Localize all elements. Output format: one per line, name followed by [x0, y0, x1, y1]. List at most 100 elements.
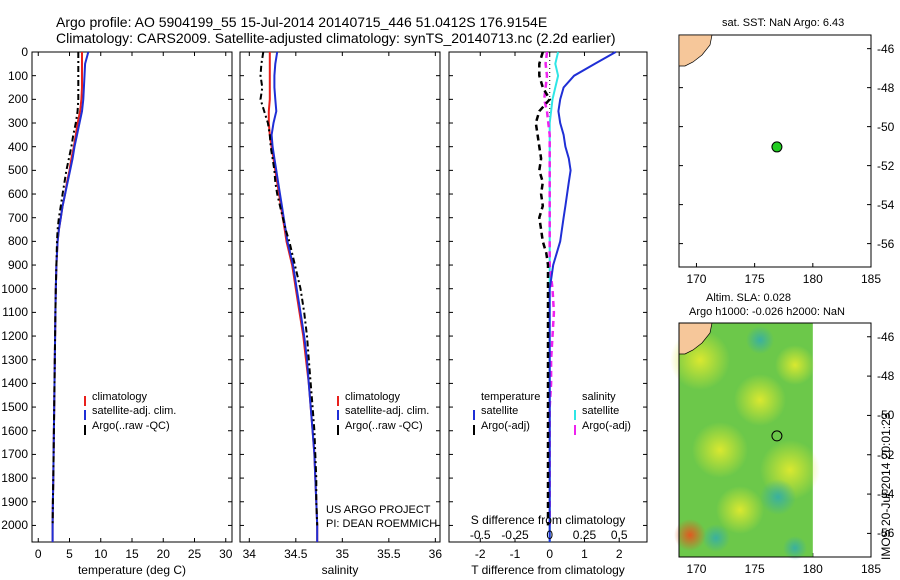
x-tick-label: 36: [428, 547, 443, 561]
legend-argo-label: Argo(..raw -QC): [92, 420, 170, 432]
x-tick-label: 34: [242, 547, 256, 561]
depth-tick-label: 2000: [1, 518, 28, 533]
depth-tick-label: 1000: [1, 281, 28, 296]
legend3-salinity-title: salinity: [582, 391, 616, 403]
credit-project: US ARGO PROJECT: [326, 504, 431, 516]
map-lon-label: 170: [686, 272, 707, 286]
sla-low-patch: [760, 479, 796, 515]
map-lat-label: -54: [877, 487, 895, 502]
depth-tick-label: 300: [7, 116, 28, 130]
legend3-temperature-title: temperature: [481, 391, 541, 403]
legend3-sal-satellite-label: satellite: [582, 405, 620, 417]
legend3-temp-argo-label: Argo(-adj): [481, 420, 530, 432]
x-tick-label: 15: [125, 547, 139, 561]
legend2-argo-label: Argo(..raw -QC): [345, 420, 423, 432]
map-lat-label: -46: [877, 41, 895, 56]
x-tick-label: -1: [509, 547, 521, 561]
land-coast: [678, 34, 713, 67]
map-lat-label: -50: [877, 408, 895, 423]
sla-high-patch: [716, 486, 764, 534]
depth-tick-label: 500: [7, 163, 28, 178]
sla-map-title-1: Altim. SLA: 0.028: [706, 292, 791, 304]
sla-low-patch: [783, 536, 807, 560]
depth-tick-label: 800: [7, 234, 28, 249]
x-tick-label: 0: [34, 547, 42, 561]
argo-float-marker: [771, 430, 783, 442]
map-lon-label: 175: [744, 272, 765, 286]
x-tick-label: -2: [474, 547, 486, 561]
map-lon-label: 185: [860, 272, 882, 286]
depth-tick-label: 1600: [1, 423, 28, 438]
temperature-satellite-line: [548, 51, 617, 542]
depth-tick-label: 1200: [1, 329, 28, 344]
argo-line: [259, 51, 319, 526]
map-lat-label: -56: [877, 236, 895, 251]
map-lon-label: 175: [744, 562, 765, 576]
argo-float-marker: [771, 141, 783, 153]
x-tick-label: 5: [66, 547, 73, 561]
x-tick-label: 1: [581, 547, 588, 561]
sla-peak-patch: [674, 519, 706, 551]
map-lon-label: 180: [802, 272, 823, 286]
climatology-title: Climatology: CARS2009. Satellite-adjuste…: [56, 30, 616, 46]
x-tick-label: 25: [187, 547, 202, 561]
sla-low-patch: [746, 326, 774, 354]
depth-tick-label: 200: [7, 92, 28, 107]
map-lat-label: -56: [877, 526, 895, 541]
x2-tick-label: 0.5: [610, 528, 628, 542]
climatology-line: [51, 52, 83, 542]
map-lat-label: -48: [877, 369, 895, 384]
satellite-line: [270, 51, 319, 542]
x-tick-label: 2: [615, 547, 623, 561]
depth-tick-label: 1700: [1, 447, 28, 462]
map-lat-label: -52: [877, 158, 895, 173]
x-axis-label: T difference from climatology: [471, 563, 625, 577]
climatology-line: [267, 52, 319, 542]
depth-tick-label: 1500: [1, 400, 28, 415]
legend3-temp-satellite-label: satellite: [481, 405, 519, 417]
x2-tick-label: -0.25: [501, 528, 529, 542]
depth-tick-label: 1800: [1, 471, 28, 486]
x2-tick-label: 0.25: [572, 528, 597, 542]
map-lon-label: 185: [860, 562, 882, 576]
plot-frame: [448, 51, 648, 543]
x-tick-label: 0: [546, 547, 554, 561]
satellite-line: [51, 51, 90, 542]
x-axis-label: salinity: [321, 563, 359, 577]
land-coast: [678, 322, 713, 355]
x-tick-label: 30: [219, 547, 233, 561]
sla-low-patch: [702, 524, 730, 552]
x-tick-label: 35: [335, 547, 349, 561]
depth-tick-label: 1400: [1, 376, 28, 391]
depth-tick-label: 1100: [2, 305, 28, 320]
map-lat-label: -54: [877, 197, 895, 212]
plot-frame: [31, 51, 233, 543]
x2-tick-label: 0: [546, 528, 554, 542]
sla-high-patch: [775, 345, 815, 385]
sla-high-patch: [692, 422, 748, 478]
depth-tick-label: 100: [7, 68, 28, 83]
legend-climatology-label: climatology: [92, 391, 148, 403]
legend2-climatology-label: climatology: [345, 391, 401, 403]
temperature-argo-line: [534, 51, 552, 526]
x-tick-label: 35.5: [377, 547, 401, 561]
depth-tick-label: 0: [21, 45, 28, 59]
sla-map-title-2: Argo h1000: -0.026 h2000: NaN: [689, 306, 845, 318]
sst-map-title: sat. SST: NaN Argo: 6.43: [722, 17, 845, 29]
credit-pi: PI: DEAN ROEMMICH: [326, 518, 438, 530]
map-lon-label: 170: [686, 562, 707, 576]
map-frame-sst: [678, 34, 872, 268]
sla-high-patch: [734, 374, 786, 426]
x-tick-label: 34.5: [284, 547, 308, 561]
legend3-sal-argo-label: Argo(-adj): [582, 420, 631, 432]
depth-tick-label: 700: [7, 210, 28, 225]
map-lat-label: -50: [877, 119, 895, 134]
salinity-satellite-line: [548, 51, 560, 542]
x2-tick-label: -0.5: [469, 528, 491, 542]
depth-tick-label: 900: [7, 258, 28, 273]
argo-line: [51, 52, 80, 526]
x2-axis-label: S difference from climatology: [470, 513, 626, 527]
map-lat-label: -52: [877, 447, 895, 462]
profile-title: Argo profile: AO 5904199_55 15-Jul-2014 …: [56, 14, 548, 30]
